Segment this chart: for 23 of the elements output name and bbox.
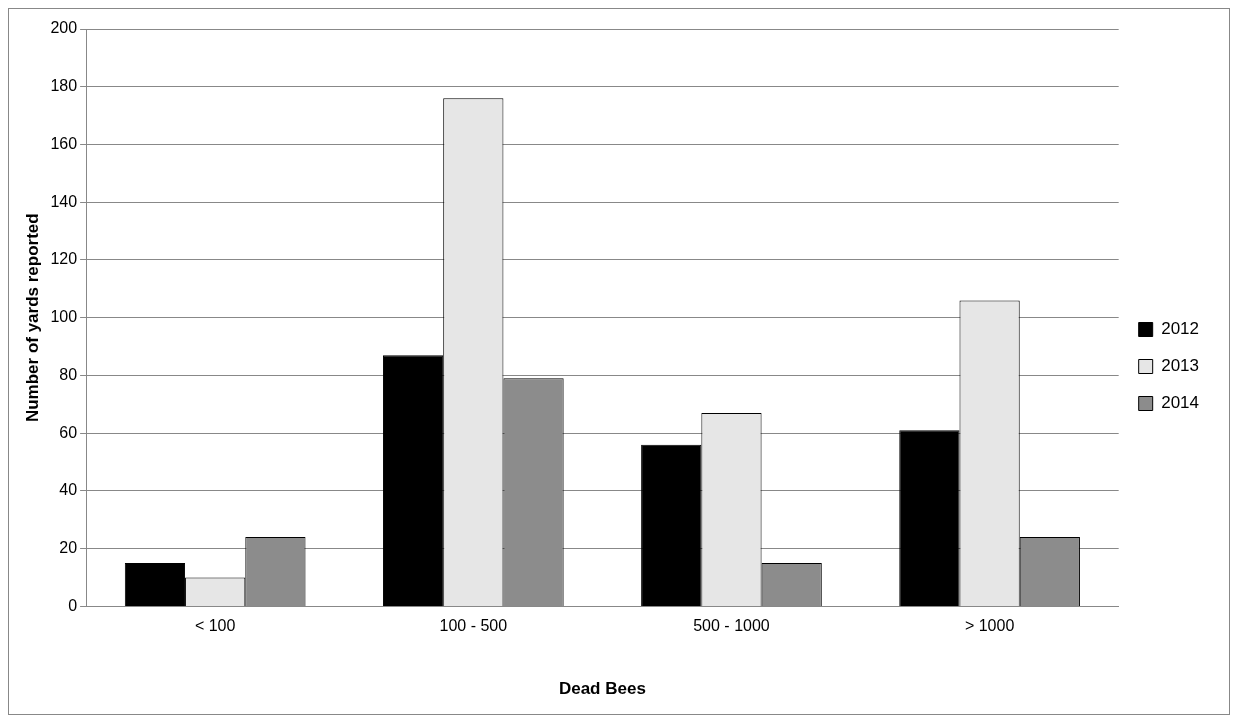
x-axis-title: Dead Bees (558, 679, 646, 699)
legend-label: 2014 (1161, 393, 1200, 413)
y-tick-label: 120 (50, 250, 78, 268)
y-tick-label: 200 (50, 19, 78, 37)
y-axis-title: Number of yards reported (22, 213, 42, 423)
x-tick-label: 500 - 1000 (693, 617, 770, 635)
bar (899, 430, 960, 606)
y-tick-label: 80 (59, 365, 78, 383)
y-tick-label: 140 (50, 192, 78, 210)
y-tick-label: 180 (50, 77, 78, 95)
y-tick-label: 60 (59, 423, 78, 441)
y-tick-label: 40 (59, 481, 78, 499)
bar (641, 444, 702, 606)
x-tick-label: < 100 (194, 617, 236, 635)
y-tick-label: 0 (68, 596, 78, 614)
legend-label: 2013 (1161, 356, 1200, 376)
bar (382, 355, 444, 606)
y-tick-label: 160 (50, 134, 78, 152)
y-tick-label: 100 (50, 308, 78, 326)
x-tick-label: > 1000 (964, 617, 1015, 635)
legend-label: 2012 (1161, 319, 1200, 339)
y-tick-label: 20 (59, 539, 78, 557)
x-tick-label: 100 - 500 (439, 617, 508, 635)
